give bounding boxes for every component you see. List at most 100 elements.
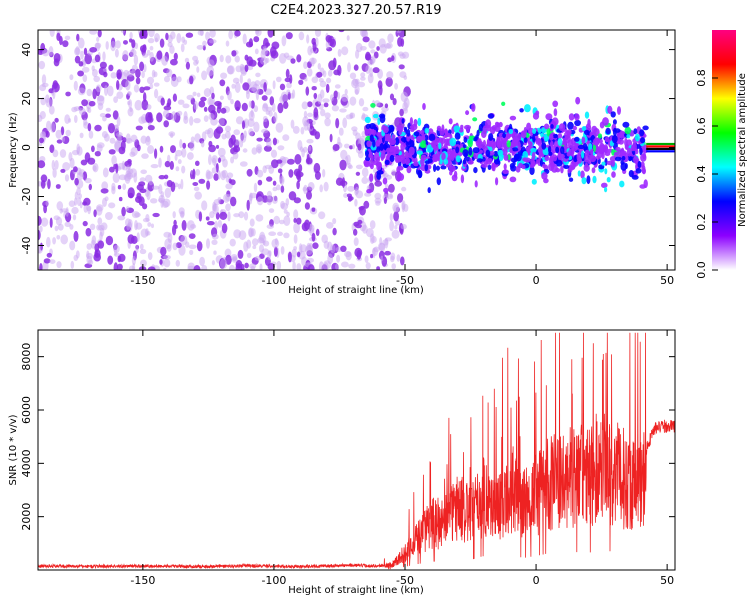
y-tick-label: -20 [20,188,33,206]
spectrogram-noise-blob [375,200,381,206]
spectrogram-signal-blob [643,179,648,189]
spectrogram-signal-blob [577,170,581,177]
spectrogram-noise-blob [140,169,147,175]
spectrogram-noise-blob [217,147,226,157]
spectrogram-signal-blob [453,170,458,178]
spectrogram-signal-blob [519,108,524,113]
spectrogram-noise-blob [175,149,183,157]
spectrogram-noise-blob [391,263,397,270]
spectrogram-noise-blob [65,129,71,137]
spectrogram-noise-blob [364,255,369,263]
spectrogram-noise-blob [206,180,211,190]
spectrogram-noise-blob [385,174,392,180]
spectrogram-noise-blob [87,206,91,215]
spectrogram-noise-blob [304,219,310,231]
spectrogram-noise-blob [333,90,339,99]
spectrogram-noise-blob [360,72,366,78]
spectrogram-noise-blob [296,251,301,258]
spectrogram-noise-blob [253,182,258,193]
spectrogram-noise-blob [167,41,173,48]
spectrogram-noise-blob [92,165,97,171]
spectrogram-noise-blob [116,263,123,270]
spectrogram-noise-blob [403,203,409,212]
spectrogram-noise-blob [277,231,283,236]
spectrogram-noise-blob [49,30,55,37]
spectrogram-noise-blob [360,46,367,51]
spectrogram-noise-blob [73,166,78,173]
spectrogram-noise-blob [270,50,279,59]
spectrogram-noise-blob [62,162,71,171]
spectrogram-noise-blob [179,139,183,149]
spectrogram-noise-blob [296,54,302,63]
spectrogram-noise-blob [77,70,84,77]
spectrogram-signal-blob [610,160,616,167]
y-tick-label: 2000 [20,503,33,531]
spectrogram-signal-blob [589,149,594,155]
spectrogram-noise-blob [149,51,154,62]
spectrogram-signal-blob [607,105,613,114]
spectrogram-noise-blob [317,93,323,105]
spectrogram-noise-blob [371,236,377,243]
spectrogram-signal-blob [541,142,547,150]
spectrogram-noise-blob [219,54,224,63]
spectrogram-signal-blob [584,111,590,119]
spectrogram-noise-blob [263,37,269,49]
spectrogram-noise-blob [225,131,231,139]
spectrogram-noise-blob [145,112,152,123]
x-tick-label: -150 [130,574,155,587]
spectrogram-noise-blob [147,252,153,261]
spectrogram-noise-blob [183,111,188,121]
spectrogram-signal-blob [584,149,590,157]
spectrogram-noise-blob [208,112,215,121]
spectrogram-noise-blob [239,161,248,167]
spectrogram-noise-blob [195,160,200,166]
spectrogram-noise-blob [355,190,364,199]
spectrogram-noise-blob [127,100,131,106]
spectrogram-noise-blob [354,89,359,95]
spectrogram-signal-blob [515,165,521,173]
spectrogram-noise-blob [388,183,395,193]
spectrogram-noise-blob [163,120,169,128]
spectrogram-signal-blob [619,133,625,139]
spectrogram-noise-blob [341,261,349,268]
spectrogram-signal-blob [400,157,407,165]
spectrogram-noise-blob [234,55,240,63]
spectrogram-noise-blob [208,140,213,147]
spectrogram-noise-blob [374,180,383,187]
spectrogram-signal-blob [520,130,527,139]
spectrogram-signal-blob [639,129,645,137]
spectrogram-signal-blob [640,161,645,168]
spectrogram-noise-blob [252,245,257,250]
spectrogram-noise-blob [56,32,61,41]
spectrogram-signal-blob [642,125,649,131]
spectrogram-signal-blob [467,139,473,148]
spectrogram-noise-blob [387,57,393,63]
spectrogram-signal-blob [428,133,436,142]
spectrogram-noise-blob [209,211,215,219]
spectrogram-noise-blob [105,107,111,112]
spectrogram-noise-blob [158,184,163,195]
spectrogram-noise-blob [389,220,394,232]
spectrogram-noise-blob [94,243,100,253]
spectrogram-noise-blob [189,140,195,151]
spectrogram-noise-blob [163,258,171,268]
spectrogram-signal-blob [503,143,507,149]
spectrogram-noise-blob [393,211,399,222]
spectrogram-signal-blob [604,168,608,175]
spectrogram-signal-blob [364,116,371,124]
spectrogram-noise-blob [307,45,313,56]
spectrogram-signal-blob [432,156,440,162]
spectrogram-noise-blob [286,89,291,95]
spectrogram-signal-blob [555,168,561,173]
spectrogram-signal-blob [572,125,578,131]
spectrogram-noise-blob [89,47,98,53]
spectrogram-noise-blob [283,232,290,239]
spectrogram-signal-blob [548,156,554,165]
spectrogram-noise-blob [239,63,245,71]
spectrogram-noise-blob [326,222,334,229]
spectrogram-noise-blob [177,159,182,165]
spectrogram-noise-blob [222,158,228,168]
spectrogram-signal-blob [404,157,410,165]
spectrogram-noise-blob [150,198,158,204]
